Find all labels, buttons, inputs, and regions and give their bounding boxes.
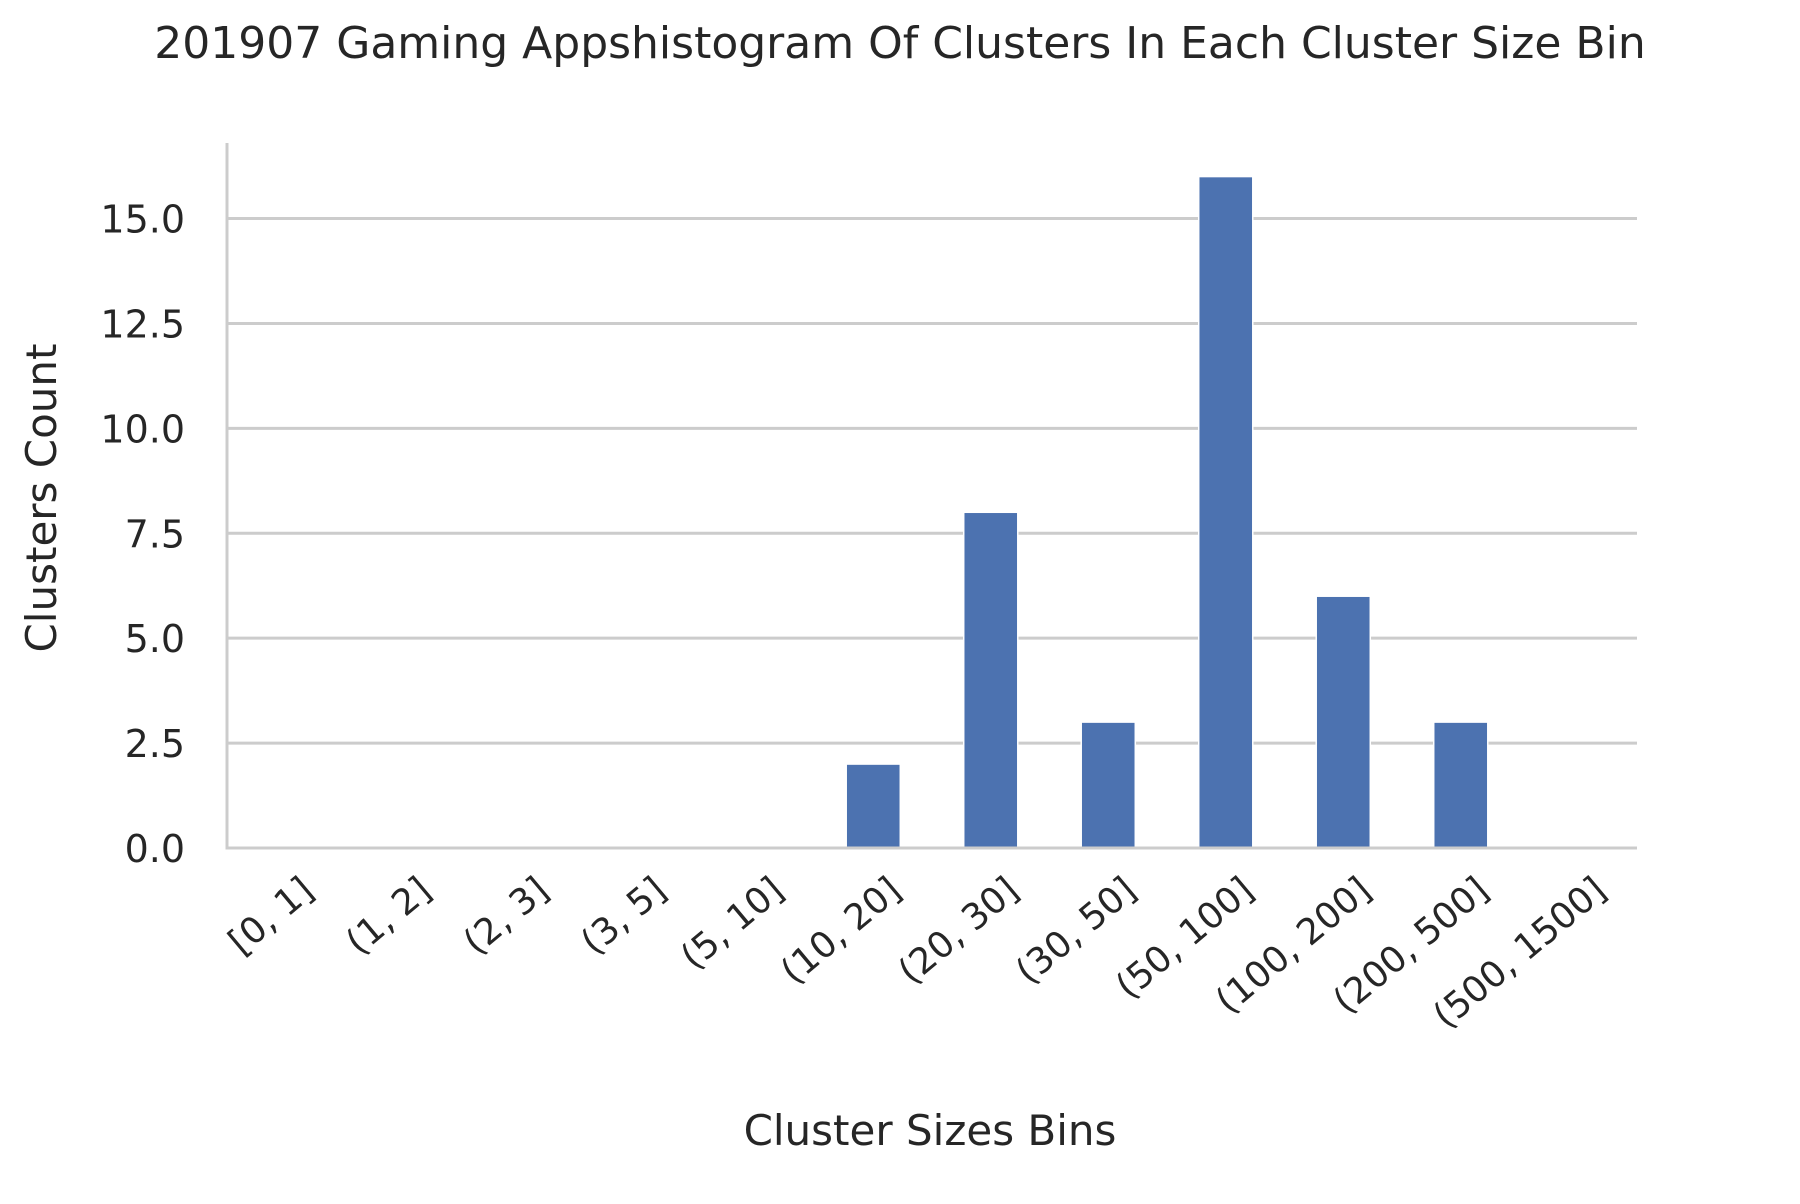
y-tick-label: 15.0: [100, 198, 185, 242]
y-tick-label: 0.0: [125, 827, 185, 871]
x-tick-label: (20, 30]: [891, 869, 1027, 992]
x-tick-label: (10, 20]: [773, 869, 909, 992]
x-tick-label: (1, 2]: [339, 869, 440, 963]
bar: [1315, 595, 1372, 849]
bars: [845, 175, 1489, 849]
x-tick-labels: [0, 1] (1, 2] (2, 3] (3, 5] (5, 10](10, 20](…: [221, 869, 1614, 1036]
bar: [1432, 721, 1489, 849]
y-tick-labels: 0.0 2.5 5.0 7.5 10.0 12.5 15.0: [100, 198, 185, 871]
chart-title: 201907 Gaming Appshistogram Of Clusters …: [154, 18, 1645, 69]
y-tick-label: 7.5: [125, 512, 185, 556]
x-tick-label: [0, 1]: [221, 869, 322, 963]
gridlines: [227, 217, 1637, 745]
y-tick-label: 12.5: [100, 302, 185, 346]
bar: [962, 511, 1019, 849]
y-tick-label: 10.0: [100, 407, 185, 451]
y-axis-label: Clusters Count: [17, 343, 66, 652]
axes: [225, 143, 1637, 850]
bar: [845, 763, 902, 849]
y-tick-label: 5.0: [125, 617, 185, 661]
x-tick-label: (3, 5]: [574, 869, 675, 963]
x-axis-label: Cluster Sizes Bins: [744, 1106, 1117, 1155]
bar: [1197, 175, 1254, 849]
y-tick-label: 2.5: [125, 722, 185, 766]
bar: [1080, 721, 1137, 849]
x-tick-label: (2, 3]: [456, 869, 557, 963]
